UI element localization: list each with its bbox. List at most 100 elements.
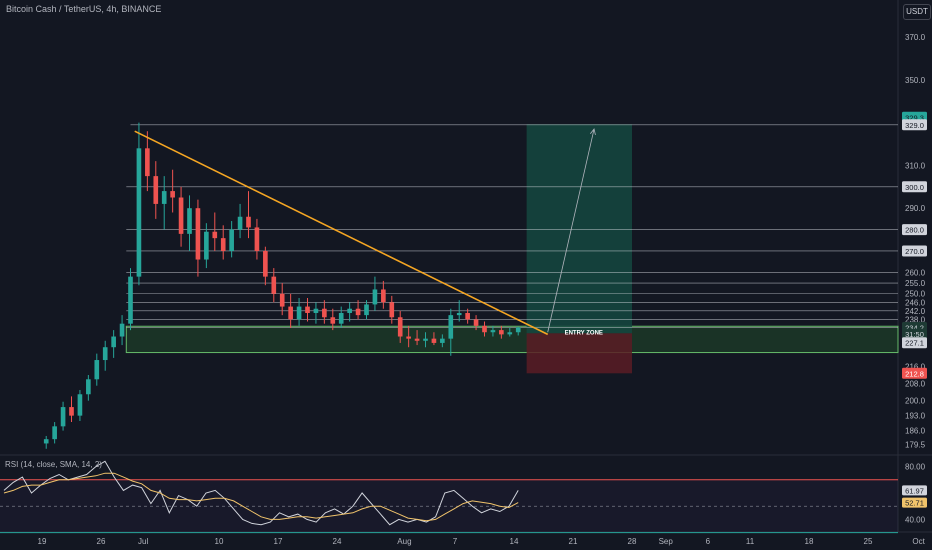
time-axis-tick: 6	[706, 537, 711, 546]
candle-body	[389, 302, 395, 318]
candle-body	[473, 319, 479, 326]
rsi-indicator-label[interactable]: RSI (14, close, SMA, 14, 2)	[5, 460, 102, 469]
candle-body	[296, 306, 302, 320]
support-zone	[125, 325, 899, 354]
price-badge-level	[902, 181, 927, 193]
price-axis-tick: 260.0	[905, 268, 926, 277]
time-axis-tick: 7	[453, 537, 458, 546]
time-axis-tick: 24	[333, 537, 342, 546]
candle-body	[322, 308, 327, 318]
candle-body	[482, 325, 487, 333]
candle-body	[254, 227, 260, 251]
price-badge-level	[902, 224, 927, 236]
time-axis-tick: Oct	[912, 537, 925, 546]
price-axis-tick: 250.0	[905, 290, 926, 299]
candle-body	[69, 407, 74, 416]
candle-body	[102, 347, 108, 361]
trendline	[134, 130, 549, 336]
rsi-axis-tick: 40.00	[905, 515, 926, 524]
price-axis-tick: 193.0	[905, 412, 926, 421]
rsi-badge-rsi_ma-text: 52.71	[905, 499, 924, 508]
price-badge-countdown	[902, 328, 927, 340]
price-badge-level-text: 280.0	[905, 226, 924, 235]
price-badge-level-text: 329.0	[905, 121, 924, 130]
rsi-badge-rsi	[902, 485, 927, 496]
candle-body	[52, 426, 57, 440]
candle-body	[229, 229, 234, 251]
price-axis-tick: 370.0	[905, 33, 926, 42]
stop-box	[526, 333, 632, 374]
candle-body	[246, 216, 251, 228]
price-badge-level-text: 270.0	[905, 247, 924, 256]
candle-body	[507, 332, 513, 335]
target-arrow	[547, 128, 595, 333]
candle-body	[406, 336, 411, 339]
candle-body	[187, 208, 192, 234]
price-badge-countdown-text: 31:50	[905, 330, 924, 339]
candle-body	[153, 176, 159, 204]
candle-body	[77, 394, 83, 416]
price-axis-tick: 208.0	[905, 380, 926, 389]
target-box	[526, 124, 632, 334]
candle-body	[204, 231, 209, 260]
time-axis-tick: Jul	[138, 537, 148, 546]
candle-body	[431, 338, 437, 343]
price-badge-level-text: 227.1	[905, 339, 924, 348]
price-axis-tick: 290.0	[905, 204, 926, 213]
price-axis-tick: 179.5	[905, 441, 926, 450]
candle-body	[263, 250, 268, 277]
time-axis-tick: 11	[746, 537, 755, 546]
candle-body	[397, 317, 403, 337]
price-badge-level	[902, 337, 927, 349]
candle-body	[423, 338, 428, 341]
candle-body	[490, 330, 496, 333]
candle-body	[355, 308, 361, 316]
candle-body	[145, 148, 150, 177]
chart-symbol-title[interactable]: Bitcoin Cash / TetherUS, 4h, BINANCE	[6, 4, 162, 14]
price-axis-tick: 255.0	[905, 279, 926, 288]
time-axis-tick: 21	[569, 537, 578, 546]
time-axis-tick: 18	[805, 537, 814, 546]
time-axis-tick: 28	[628, 537, 637, 546]
candle-body	[347, 308, 352, 313]
price-badge-level	[902, 245, 927, 257]
candle-body	[440, 338, 445, 343]
time-axis-tick: 25	[864, 537, 873, 546]
price-badge-stop-text: 212.8	[905, 369, 924, 378]
candle-body	[161, 191, 167, 204]
price-axis-tick: 200.0	[905, 397, 926, 406]
time-axis-tick: Aug	[397, 537, 411, 546]
time-axis-tick: 26	[97, 537, 106, 546]
price-badge-level-text: 300.0	[905, 183, 924, 192]
candle-body	[381, 289, 386, 303]
rsi-badge-rsi-text: 61.97	[905, 486, 924, 495]
rsi-band-fill	[0, 479, 898, 533]
candle-body	[372, 289, 378, 305]
candle-body	[313, 308, 319, 313]
rsi-line	[3, 460, 519, 526]
candle-body	[220, 238, 226, 251]
price-axis-tick: 246.0	[905, 298, 926, 307]
time-axis-tick: Sep	[659, 537, 674, 546]
target-arrow-head	[590, 128, 596, 136]
time-axis-tick: 17	[274, 537, 283, 546]
time-axis-tick: 10	[215, 537, 224, 546]
candle-body	[465, 312, 470, 320]
candle-body	[305, 306, 310, 313]
candle-body	[136, 148, 142, 277]
candle-body	[330, 317, 336, 324]
currency-button[interactable]: USDT	[903, 4, 931, 20]
candle-body	[86, 379, 91, 395]
candle-body	[94, 360, 100, 380]
candle-body	[288, 306, 293, 320]
candle-body	[499, 330, 504, 335]
price-axis-tick: 242.0	[905, 307, 926, 316]
entry-zone-label: ENTRY ZONE	[565, 330, 603, 336]
price-axis-tick: 238.0	[905, 315, 926, 324]
candle-body	[128, 276, 133, 324]
candle-body	[195, 208, 201, 260]
candle-body	[43, 439, 49, 444]
price-badge-level	[902, 119, 927, 131]
price-badge-target-text: 329.3	[905, 113, 924, 122]
